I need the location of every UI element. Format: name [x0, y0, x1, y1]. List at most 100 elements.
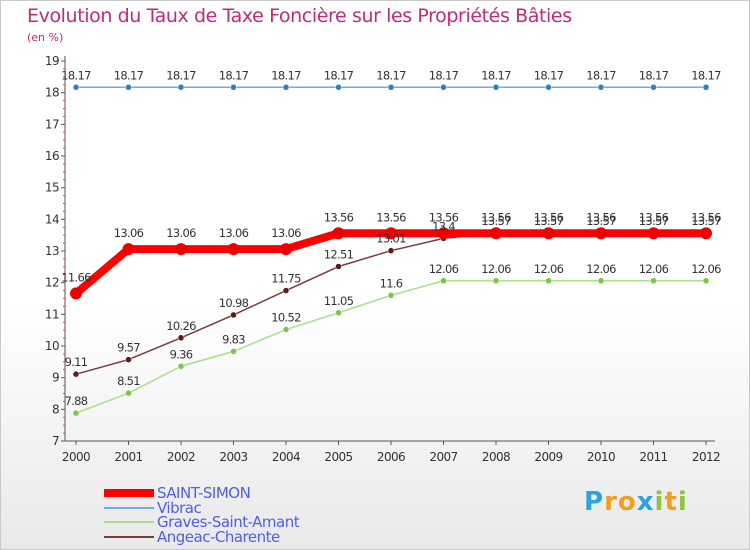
data-point-angeac-charente: [282, 287, 290, 294]
data-point-vibrac: [282, 84, 290, 91]
data-point-graves-saint-amant: [440, 277, 447, 285]
x-tick-label: 2001: [114, 450, 142, 464]
data-label-graves-saint-amant: 12.06: [586, 262, 616, 276]
legend-swatch-saint-simon: [104, 489, 154, 497]
data-label-vibrac: 18.17: [61, 68, 91, 82]
y-tick-label: 15: [45, 181, 59, 195]
data-label-angeac-charente: 10.98: [219, 296, 249, 310]
data-labels: 18.17 18.17 18.17 18.17 18.17 18.17 18.17 18.17…: [61, 68, 722, 408]
legend-swatch-vibrac: [104, 506, 154, 509]
data-label-vibrac: 18.17: [166, 68, 196, 82]
legend-label-vibrac: Vibrac: [157, 498, 202, 517]
data-label-saint-simon: 13.06: [271, 226, 301, 240]
x-tick-label: 2005: [324, 450, 352, 464]
data-point-angeac-charente: [387, 247, 395, 254]
data-point-vibrac: [702, 84, 710, 91]
data-label-graves-saint-amant: 7.88: [65, 394, 88, 408]
data-point-saint-simon: [280, 243, 292, 256]
data-label-angeac-charente: 10.26: [166, 319, 196, 333]
x-tick-label: 2000: [62, 450, 90, 464]
data-label-graves-saint-amant: 11.05: [324, 294, 354, 308]
chart-unit-label: (en %): [27, 31, 64, 44]
data-label-vibrac: 18.17: [429, 68, 459, 82]
data-point-graves-saint-amant: [230, 348, 237, 355]
y-tick-label: 14: [45, 212, 59, 226]
data-label-graves-saint-amant: 12.06: [691, 262, 721, 276]
data-point-saint-simon: [490, 227, 502, 240]
data-label-angeac-charente: 9.11: [65, 355, 88, 369]
data-label-vibrac: 18.17: [639, 68, 669, 82]
x-tick-label: 2006: [377, 450, 405, 464]
data-label-graves-saint-amant: 9.83: [222, 332, 245, 346]
data-point-saint-simon: [647, 227, 660, 240]
x-tick-label: 2008: [482, 450, 510, 464]
data-label-angeac-charente: 13.01: [376, 232, 406, 246]
data-point-graves-saint-amant: [492, 277, 500, 285]
data-point-vibrac: [545, 84, 552, 91]
y-tick-label: 12: [45, 276, 59, 290]
data-label-saint-simon: 11.66: [61, 270, 91, 284]
data-label-angeac-charente: 13.57: [639, 214, 669, 228]
data-label-vibrac: 18.17: [376, 68, 406, 82]
data-label-saint-simon: 13.56: [481, 210, 511, 224]
proxiti-logo: Proxiti: [584, 487, 688, 517]
x-tick-label: 2004: [272, 450, 300, 464]
data-label-angeac-charente: 13.57: [534, 214, 564, 228]
data-label-graves-saint-amant: 12.06: [429, 262, 459, 276]
y-tick-label: 13: [45, 244, 59, 258]
x-tick-label: 2011: [639, 450, 667, 464]
data-label-graves-saint-amant: 12.06: [534, 262, 564, 276]
x-tick-label: 2009: [534, 450, 562, 464]
data-point-saint-simon: [542, 227, 555, 240]
data-label-angeac-charente: 12.51: [324, 248, 354, 262]
data-label-vibrac: 18.17: [219, 68, 249, 82]
data-point-angeac-charente: [177, 334, 185, 342]
data-point-saint-simon: [385, 227, 397, 240]
logo-letter: x: [636, 487, 655, 517]
data-point-graves-saint-amant: [72, 409, 80, 417]
data-label-angeac-charente: 9.57: [117, 341, 140, 355]
axes: 7 8 9 10 11 12 13 14 15 16 17 18 19 2000 2001 2002 2003 2…: [45, 54, 721, 464]
legend-swatch-graves-saint-amant: [104, 521, 154, 523]
logo-letter: P: [584, 487, 605, 517]
data-point-saint-simon: [437, 227, 450, 240]
data-point-vibrac: [387, 84, 395, 91]
data-point-saint-simon: [70, 287, 82, 300]
legend-swatch-angeac-charente: [104, 535, 154, 538]
y-tick-label: 8: [52, 402, 59, 416]
data-label-vibrac: 18.17: [324, 68, 354, 82]
data-label-saint-simon: 13.56: [429, 210, 459, 224]
data-point-saint-simon: [122, 243, 135, 256]
data-label-saint-simon: 13.56: [534, 210, 564, 224]
data-point-saint-simon: [700, 227, 712, 240]
logo-letter: o: [617, 487, 637, 517]
legend-label-graves-saint-amant: Graves-Saint-Amant: [157, 513, 300, 531]
y-tick-label: 7: [52, 434, 59, 448]
data-point-angeac-charente: [230, 311, 237, 319]
data-point-vibrac: [492, 84, 500, 91]
data-point-angeac-charente: [72, 370, 80, 378]
data-point-saint-simon: [175, 243, 187, 256]
data-label-graves-saint-amant: 9.36: [170, 347, 193, 361]
data-label-angeac-charente: 13.4: [432, 219, 455, 233]
data-label-graves-saint-amant: 10.52: [271, 311, 301, 325]
data-label-saint-simon: 13.56: [691, 210, 721, 224]
data-label-vibrac: 18.17: [691, 68, 721, 82]
data-point-graves-saint-amant: [702, 277, 710, 285]
data-point-graves-saint-amant: [335, 309, 342, 316]
y-tick-label: 10: [45, 339, 59, 353]
series-markers: [70, 84, 712, 417]
y-tick-label: 19: [45, 54, 59, 68]
data-point-graves-saint-amant: [545, 277, 552, 285]
data-point-vibrac: [440, 84, 447, 91]
data-label-saint-simon: 13.06: [219, 226, 249, 240]
logo-letter: i: [677, 487, 688, 517]
data-point-graves-saint-amant: [125, 389, 132, 397]
data-point-vibrac: [650, 84, 657, 91]
data-label-saint-simon: 13.56: [639, 210, 669, 224]
data-point-saint-simon: [227, 243, 240, 256]
x-tick-label: 2003: [219, 450, 247, 464]
x-tick-label: 2002: [167, 450, 195, 464]
logo-letter: i: [654, 487, 665, 517]
data-label-graves-saint-amant: 12.06: [481, 262, 511, 276]
